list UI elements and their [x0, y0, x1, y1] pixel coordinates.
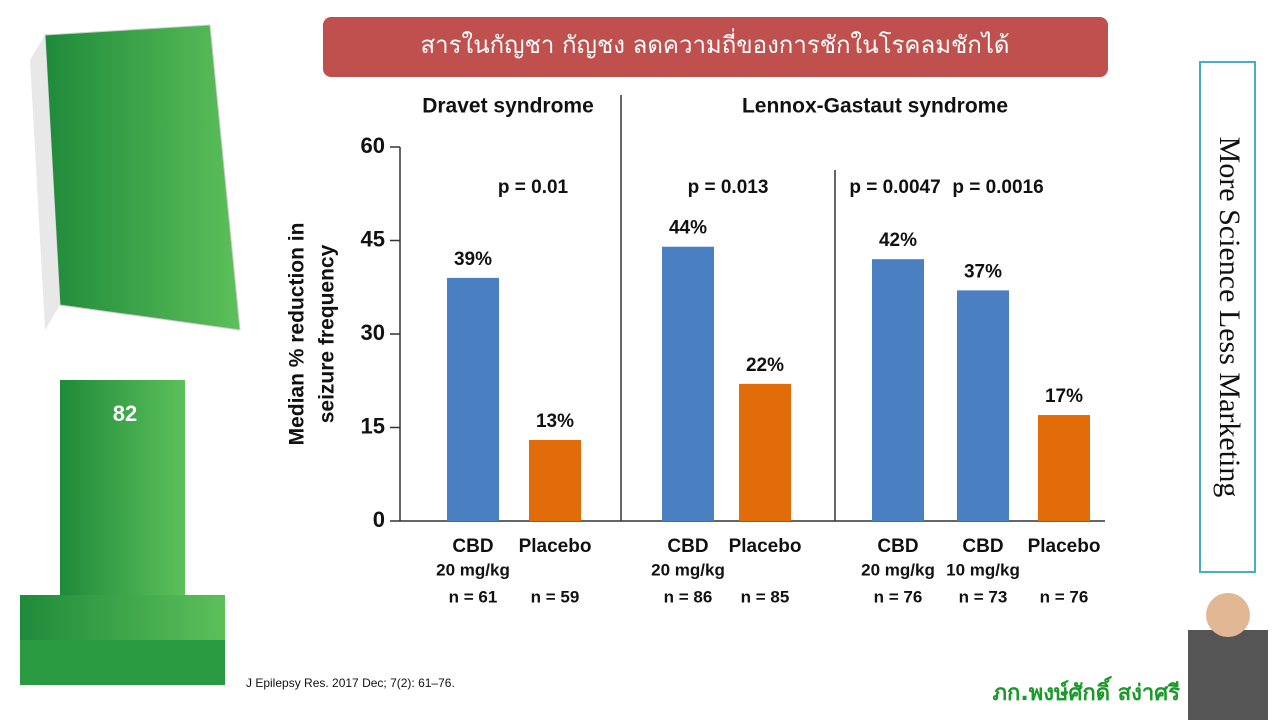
- title-banner: [323, 17, 1108, 77]
- dose-label: 20 mg/kg: [436, 560, 510, 579]
- n-label: n = 86: [664, 587, 713, 606]
- dose-label: 20 mg/kg: [651, 560, 725, 579]
- p-value: p = 0.01: [498, 177, 569, 198]
- bar: [739, 383, 791, 521]
- y-tick-label: 30: [361, 320, 385, 345]
- value-label: 37%: [964, 261, 1002, 282]
- x-tick-label: Placebo: [1028, 536, 1101, 557]
- n-label: n = 73: [959, 587, 1008, 606]
- bar: [872, 259, 924, 521]
- x-tick-label: CBD: [667, 536, 708, 557]
- n-label: n = 59: [531, 587, 580, 606]
- n-label: n = 61: [449, 587, 498, 606]
- y-tick-label: 60: [361, 133, 385, 158]
- x-tick-label: CBD: [962, 536, 1003, 557]
- value-label: 44%: [669, 218, 707, 239]
- slide-title: สารในกัญชา กัญชง ลดความถี่ของการชักในโรค…: [420, 28, 1009, 59]
- p-value: p = 0.013: [688, 177, 769, 198]
- group-label: Dravet syndrome: [422, 95, 594, 118]
- book-images: 82: [20, 24, 241, 685]
- value-label: 13%: [536, 411, 574, 432]
- y-tick-label: 0: [373, 507, 385, 532]
- side-text: More Science Less Marketing: [1213, 137, 1246, 498]
- value-label: 17%: [1045, 386, 1083, 407]
- n-label: n = 85: [741, 587, 790, 606]
- dose-label: 10 mg/kg: [946, 560, 1020, 579]
- y-tick-label: 45: [361, 226, 385, 251]
- p-value: p = 0.0016: [952, 177, 1043, 198]
- x-tick-label: Placebo: [519, 536, 592, 557]
- n-label: n = 76: [1040, 587, 1089, 606]
- bar: [447, 277, 499, 521]
- value-label: 22%: [746, 355, 784, 376]
- author-photo: [1188, 593, 1268, 720]
- value-label: 39%: [454, 249, 492, 270]
- y-axis-label: Median % reduction in: [286, 223, 309, 446]
- author: ภก.พงษ์ศักดิ์ สง่าศรี: [993, 676, 1181, 706]
- citation: J Epilepsy Res. 2017 Dec; 7(2): 61–76.: [246, 676, 455, 690]
- bar: [957, 290, 1009, 521]
- bar: [1038, 415, 1090, 521]
- dose-label: 20 mg/kg: [861, 560, 935, 579]
- group-label: Lennox-Gastaut syndrome: [742, 95, 1008, 118]
- x-tick-label: CBD: [452, 536, 493, 557]
- bar: [529, 439, 581, 521]
- value-label: 42%: [879, 230, 917, 251]
- p-value: p = 0.0047: [849, 177, 940, 198]
- x-tick-label: Placebo: [729, 536, 802, 557]
- x-tick-label: CBD: [877, 536, 918, 557]
- n-label: n = 76: [874, 587, 923, 606]
- side-box: [1199, 61, 1256, 573]
- chart: 0 15 30 45 60 Median % reduction in seizure fr…: [286, 95, 1105, 606]
- y-tick-label: 15: [361, 413, 385, 438]
- book-number: 82: [113, 401, 137, 426]
- bar: [662, 246, 714, 521]
- y-axis-label: seizure frequency: [316, 244, 339, 423]
